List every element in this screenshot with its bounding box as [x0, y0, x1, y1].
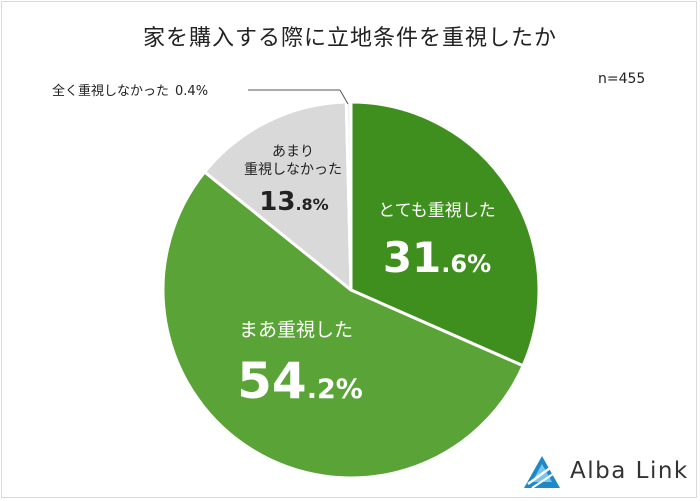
slice-value-somewhat-important: 54.2% — [237, 352, 363, 410]
slice-label-somewhat-important: まあ重視した — [239, 319, 353, 341]
slice-not-at-all — [344, 100, 353, 292]
slice-not-very-important — [203, 100, 353, 292]
slice-value-very-important: 31.6% — [383, 233, 491, 282]
leader-line — [339, 89, 349, 105]
logo-text: Alba Link — [570, 458, 689, 484]
sample-size: n=455 — [598, 71, 646, 87]
slice-label-very-important: とても重視した — [378, 201, 496, 221]
slice-value-not-very-important: 13.8% — [259, 187, 328, 217]
alba-link-logo: Alba Link — [522, 452, 692, 492]
slice-label-not-at-all: 全く重視しなかった 0.4% — [52, 83, 208, 99]
slice-label-not-very-important-line2: 重視しなかった — [244, 162, 342, 178]
logo-mark-icon — [524, 456, 560, 489]
chart-title: 家を購入する際に立地条件を重視したか — [142, 26, 557, 51]
slice-very-important — [349, 100, 541, 368]
slice-label-not-very-important-line1: あまり — [272, 144, 314, 160]
slice-somewhat-important — [161, 170, 525, 480]
